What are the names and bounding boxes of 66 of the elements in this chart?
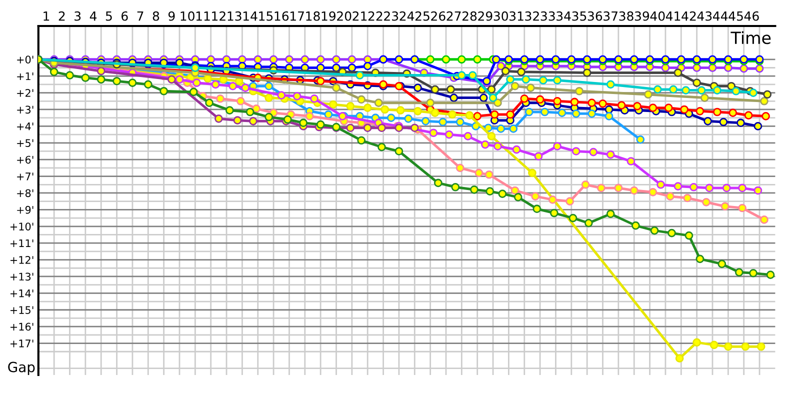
x-tick-label: 21 <box>352 11 367 21</box>
x-tick-label: 30 <box>494 11 508 21</box>
x-tick-label: 17 <box>290 12 304 21</box>
y-tick-label: +0' <box>17 56 34 64</box>
y-tick-label: +17' <box>10 340 34 348</box>
x-tick-label: 32 <box>525 11 539 21</box>
x-tick-label: 35 <box>572 11 586 21</box>
x-tick-label: 7 <box>137 12 144 21</box>
x-tick-label: 8 <box>152 11 160 21</box>
x-tick-label: 14 <box>243 12 258 21</box>
x-tick-label: 3 <box>74 11 81 21</box>
x-tick-label: 31 <box>510 11 524 21</box>
y-tick-label: +7' <box>17 172 34 180</box>
x-tick-label: 24 <box>400 11 414 21</box>
x-tick-label: 9 <box>168 11 175 21</box>
x-tick-label: 22 <box>368 11 382 21</box>
x-tick-label: 13 <box>228 11 242 21</box>
y-tick-label: +16' <box>10 322 34 331</box>
x-tick-label: 4 <box>90 12 97 21</box>
x-tick-label: 16 <box>274 11 289 21</box>
x-tick-label: 44 <box>712 12 728 21</box>
y-tick-label: +14' <box>10 290 34 298</box>
x-tick-label: 29 <box>478 11 492 21</box>
y-tick-label: +2' <box>17 89 34 97</box>
x-tick-label: 12 <box>212 11 226 21</box>
y-tick-label: +1' <box>17 72 34 80</box>
y-tick-label: +12' <box>10 256 34 264</box>
x-tick-label: 25 <box>415 11 430 21</box>
x-tick-label: 39 <box>634 11 650 21</box>
x-tick-label: 5 <box>106 12 112 21</box>
x-tick-label: 36 <box>588 11 602 21</box>
y-tick-label: +3' <box>17 106 34 114</box>
y-tick-label: +9' <box>17 206 34 214</box>
x-tick-label: 26 <box>431 11 446 21</box>
x-tick-label: 38 <box>619 11 634 21</box>
y-tick-label: +10' <box>10 222 34 230</box>
x-tick-label: 2 <box>58 11 65 21</box>
x-tick-label: 45 <box>728 12 743 21</box>
y-tick-label: +4' <box>17 122 34 130</box>
x-tick-label: 15 <box>259 12 273 21</box>
x-tick-label: 46 <box>744 11 759 21</box>
x-tick-label: 33 <box>540 11 555 21</box>
x-tick-label: 20 <box>337 11 352 21</box>
x-tick-label: 19 <box>322 11 336 21</box>
x-tick-label: 43 <box>697 11 712 21</box>
x-tick-label: 27 <box>446 11 461 21</box>
x-tick-label: 42 <box>682 11 696 21</box>
x-tick-label: 1 <box>44 12 50 21</box>
x-axis-title: Time <box>730 31 771 44</box>
y-tick-label: +6' <box>17 156 34 164</box>
x-tick-label: 40 <box>650 11 665 21</box>
y-tick-label: +8' <box>17 189 34 198</box>
x-tick-label: 41 <box>666 12 680 21</box>
y-axis-title: Gap <box>8 362 35 375</box>
x-tick-label: 23 <box>384 11 398 21</box>
x-tick-label: 11 <box>196 12 210 21</box>
x-tick-label: 18 <box>306 11 320 21</box>
x-tick-label: 10 <box>180 11 194 21</box>
x-tick-label: 37 <box>604 11 618 21</box>
x-tick-label: 34 <box>556 11 571 21</box>
x-tick-label: 6 <box>122 11 128 21</box>
y-tick-label: +15' <box>10 306 34 314</box>
y-tick-label: +5' <box>17 139 34 147</box>
y-tick-label: +13' <box>10 272 34 281</box>
y-tick-label: +11' <box>10 239 34 248</box>
x-tick-label: 28 <box>462 11 477 21</box>
